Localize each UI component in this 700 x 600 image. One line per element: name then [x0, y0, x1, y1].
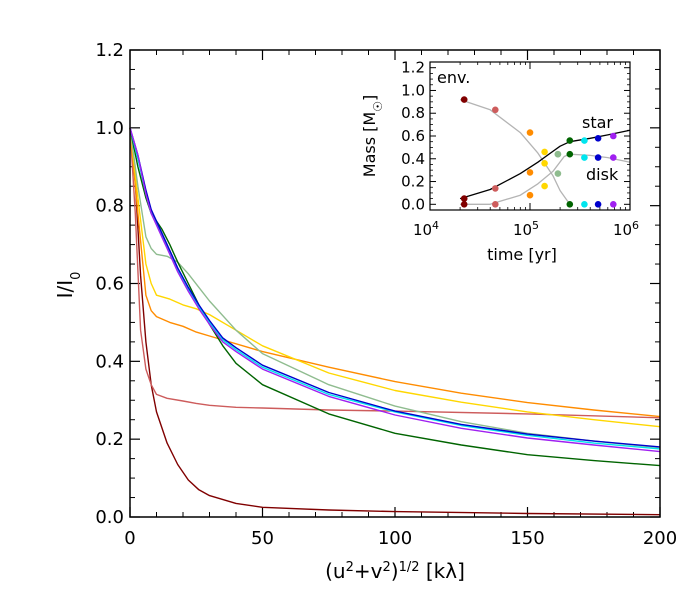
- inset-marker-6-3: [566, 201, 574, 208]
- main-y-tick-label: 0.2: [95, 429, 124, 450]
- inset-marker-2-1: [492, 106, 499, 114]
- inset-marker-4-1: [541, 148, 548, 156]
- main-series-line-9: [129, 127, 661, 453]
- inset-marker-3-2: [526, 169, 534, 176]
- main-y-tick-label: 0.6: [95, 274, 124, 295]
- main-plot-frame: [129, 49, 661, 518]
- inset-x-tick-label: 105: [513, 219, 539, 240]
- inset-marker-9-2: [610, 154, 617, 161]
- inset-marker-8-1: [594, 135, 602, 142]
- inset-x-axis-label: time [yr]: [487, 245, 557, 264]
- inset-marker-4-2: [541, 160, 548, 167]
- inset-marker-6-1: [566, 137, 574, 144]
- main-x-tick-label: 100: [378, 528, 412, 549]
- inset-marker-1-2: [460, 195, 468, 202]
- inset-x-tick-label: 104: [413, 219, 439, 240]
- inset-annotation-disk: disk: [586, 165, 619, 184]
- inset-marker-6-2: [566, 150, 574, 158]
- inset-marker-4-3: [541, 182, 548, 190]
- inset-marker-8-2: [594, 154, 602, 161]
- main-y-tick-label: 1.0: [95, 118, 124, 139]
- main-series-line-5: [129, 127, 661, 449]
- main-series-group: [129, 127, 661, 516]
- inset-marker-8-3: [594, 201, 602, 208]
- main-x-tick-label: 0: [124, 528, 135, 549]
- inset-plot-frame: [429, 61, 631, 211]
- main-y-tick-label: 0.0: [95, 507, 124, 528]
- inset-marker-9-3: [610, 201, 617, 208]
- inset-y-axis-label: Mass [M☉]: [360, 95, 385, 177]
- inset-marker-7-2: [581, 154, 588, 161]
- inset-x-tick-label: 106: [613, 219, 639, 240]
- main-series-line-8: [129, 127, 661, 448]
- inset-y-tick-label: 0.0: [401, 195, 425, 213]
- main-series-line-3: [129, 127, 661, 418]
- inset-y-tick-label: 0.8: [401, 104, 425, 122]
- main-y-tick-label: 0.8: [95, 196, 124, 217]
- inset-marker-7-3: [581, 201, 588, 208]
- inset-series-line-1: [459, 98, 571, 205]
- main-x-axis-label: (u2+v2)1/2 [kλ]: [325, 559, 465, 583]
- inset-marker-9-1: [610, 132, 617, 140]
- inset-y-tick-label: 0.6: [401, 127, 425, 145]
- inset-marker-3-3: [526, 191, 534, 199]
- inset-y-tick-label: 0.2: [401, 173, 425, 191]
- main-y-tick-label: 0.4: [95, 351, 124, 372]
- main-series-line-2: [129, 127, 661, 419]
- inset-annotation-env: env.: [437, 68, 470, 87]
- inset-annotation-star: star: [582, 113, 613, 132]
- inset-marker-5-2: [554, 150, 562, 158]
- inset-y-tick-label: 1.2: [401, 59, 425, 77]
- inset-marker-7-1: [581, 137, 588, 144]
- inset-markers-group: [460, 96, 617, 208]
- inset-marker-3-1: [526, 129, 534, 136]
- inset-marker-2-3: [492, 201, 499, 208]
- main-series-line-1: [129, 127, 661, 516]
- inset-marker-5-3: [554, 170, 562, 177]
- inset-marker-2-2: [492, 185, 499, 192]
- inset-y-tick-label: 0.4: [401, 150, 425, 168]
- main-y-axis-label: I/I0: [53, 272, 84, 299]
- main-x-tick-label: 50: [251, 528, 274, 549]
- main-series-line-4: [129, 127, 661, 428]
- main-x-tick-label: 200: [643, 528, 677, 549]
- main-axes: 0.0 0.2 0.4 0.6 0.8 1.0 1.2 0 50 100 150 200: [95, 40, 677, 549]
- main-x-tick-label: 150: [510, 528, 544, 549]
- main-y-tick-label: 1.2: [95, 40, 124, 61]
- inset-marker-1-3: [460, 201, 468, 208]
- inset-marker-1-1: [460, 96, 468, 103]
- inset-y-tick-label: 1.0: [401, 81, 425, 99]
